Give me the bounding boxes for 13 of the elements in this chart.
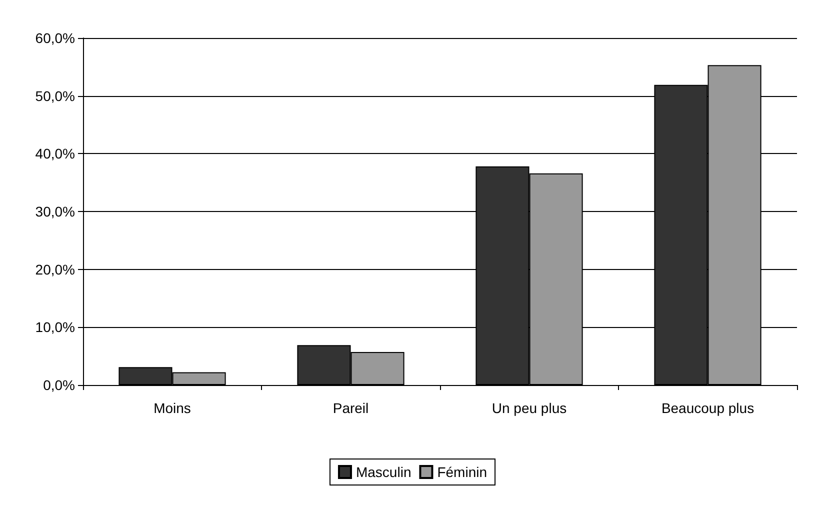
- x-tick-label: Moins: [154, 400, 191, 416]
- y-tick-label: 40,0%: [35, 146, 75, 162]
- legend-label: Masculin: [356, 464, 412, 480]
- y-tick-label: 60,0%: [35, 30, 75, 46]
- y-tick-label: 30,0%: [35, 204, 75, 220]
- y-tick-label: 50,0%: [35, 88, 75, 104]
- y-tick-label: 20,0%: [35, 261, 75, 278]
- x-tick-label: Un peu plus: [492, 400, 567, 416]
- y-tick-label: 0,0%: [43, 377, 75, 393]
- legend-label: Féminin: [437, 464, 488, 480]
- y-tick-label: 10,0%: [35, 319, 75, 336]
- x-tick-label: Beaucoup plus: [661, 400, 754, 416]
- x-tick-label: Pareil: [332, 400, 369, 416]
